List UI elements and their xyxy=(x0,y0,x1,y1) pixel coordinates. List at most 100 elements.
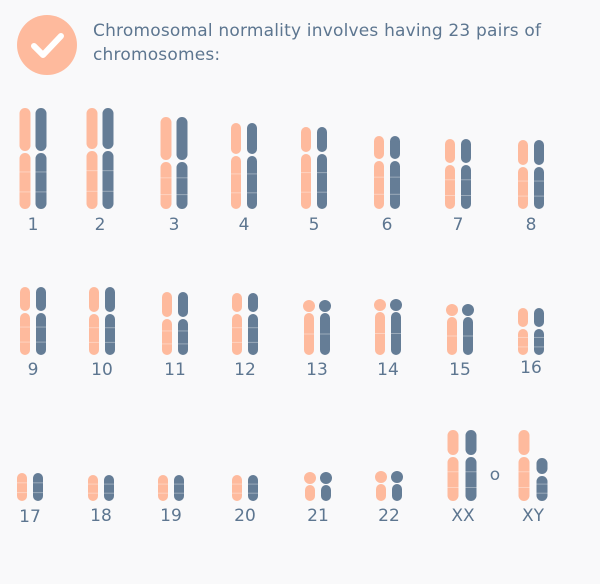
maternal-chromosome-p-arm xyxy=(445,139,455,163)
maternal-chromosome-q-arm xyxy=(445,165,455,209)
maternal-chromosome-q-arm xyxy=(89,314,99,355)
chromosome-pair-6: 6 xyxy=(374,136,400,235)
maternal-chromosome-p-arm xyxy=(19,108,31,151)
chromosome-label: 2 xyxy=(95,215,106,235)
chromosome-pair-7: 7 xyxy=(445,139,471,235)
paternal-chromosome-q-arm xyxy=(33,474,43,501)
paternal-chromosome-q-arm xyxy=(320,313,330,355)
maternal-chromosome-q-arm xyxy=(158,476,168,501)
paternal-chromosome-q-arm xyxy=(174,476,184,501)
chromosome-label: XY xyxy=(522,506,545,526)
maternal-chromosome-q-arm xyxy=(304,313,314,355)
chromosome-pair-10: 10 xyxy=(89,287,115,380)
maternal-chromosome-p-arm xyxy=(89,287,99,312)
maternal-chromosome-q-arm xyxy=(375,312,385,355)
paternal-chromosome-q-arm xyxy=(461,165,471,209)
chromosome-label: 7 xyxy=(453,215,464,235)
chromosome-pair-19: 19 xyxy=(158,475,184,526)
paternal-chromosome-q-arm xyxy=(248,476,258,501)
chromosome-label: 22 xyxy=(378,506,400,526)
paternal-chromosome-q-arm xyxy=(391,312,401,355)
maternal-chromosome-p-arm xyxy=(162,292,172,317)
chromosome-label: 3 xyxy=(169,215,180,235)
paternal-chromosome-p-arm xyxy=(317,127,327,152)
paternal-chromosome-q-arm xyxy=(321,485,331,501)
chromosome-pair-1: 1 xyxy=(19,108,47,235)
chromosome-pair-14: 14 xyxy=(374,299,402,380)
maternal-chromosome-q-arm xyxy=(518,329,528,355)
maternal-chromosome-q-arm xyxy=(376,484,386,501)
maternal-chromosome-q-arm xyxy=(86,151,98,209)
paternal-chromosome-p-arm xyxy=(102,108,114,149)
paternal-y-chromosome-p-arm xyxy=(536,458,548,474)
maternal-chromosome-satellite xyxy=(375,471,387,483)
maternal-x-chromosome-q-arm xyxy=(518,457,530,501)
chromosome-label: 9 xyxy=(28,360,39,380)
heading: Chromosomal normality involves having 23… xyxy=(93,21,542,65)
paternal-chromosome-satellite xyxy=(390,299,402,311)
paternal-chromosome-p-arm xyxy=(36,287,46,311)
maternal-chromosome-satellite xyxy=(304,472,316,484)
maternal-chromosome-p-arm xyxy=(160,117,172,160)
paternal-chromosome-q-arm xyxy=(176,162,188,209)
paternal-chromosome-q-arm xyxy=(35,153,47,209)
paternal-chromosome-q-arm xyxy=(390,161,400,209)
chromosome-pair-5: 5 xyxy=(301,127,327,235)
chromosome-pair-12: 12 xyxy=(232,293,258,380)
chromosome-pair-xy: XY xyxy=(518,430,548,526)
paternal-chromosome-satellite xyxy=(319,300,331,312)
maternal-chromosome-p-arm xyxy=(518,140,528,165)
maternal-chromosome-p-arm xyxy=(20,287,30,311)
paternal-chromosome-p-arm xyxy=(176,117,188,160)
maternal-chromosome-q-arm xyxy=(160,162,172,209)
maternal-chromosome-q-arm xyxy=(20,313,30,355)
maternal-x-chromosome-q-arm xyxy=(447,457,459,501)
paternal-chromosome-p-arm xyxy=(390,136,400,159)
chromosome-pair-8: 8 xyxy=(518,140,544,235)
maternal-chromosome-q-arm xyxy=(518,167,528,209)
badge-circle xyxy=(17,15,77,75)
chromosome-label: 4 xyxy=(239,215,250,235)
maternal-chromosome-p-arm xyxy=(374,136,384,159)
maternal-chromosome-satellite xyxy=(446,304,458,316)
maternal-chromosome-q-arm xyxy=(162,319,172,355)
paternal-chromosome-p-arm xyxy=(105,287,115,312)
maternal-chromosome-p-arm xyxy=(301,127,311,152)
chromosome-label: 14 xyxy=(377,360,399,380)
maternal-chromosome-q-arm xyxy=(231,156,241,209)
chromosome-pair-3: 3 xyxy=(160,117,188,235)
paternal-chromosome-q-arm xyxy=(392,484,402,501)
chromosome-pair-11: 11 xyxy=(162,292,188,380)
chromosome-pair-13: 13 xyxy=(303,300,331,380)
check-icon xyxy=(31,33,64,58)
paternal-chromosome-q-arm xyxy=(105,314,115,355)
xx-xy-separator: o xyxy=(490,465,500,485)
chromosome-pair-15: 15 xyxy=(446,304,474,380)
paternal-x-chromosome-q-arm xyxy=(465,457,477,501)
chromosome-label: XX xyxy=(451,506,475,526)
paternal-chromosome-q-arm xyxy=(248,314,258,355)
paternal-chromosome-q-arm xyxy=(104,476,114,501)
chromosome-label: 8 xyxy=(526,215,537,235)
chromosome-pair-18: 18 xyxy=(88,475,114,526)
paternal-chromosome-q-arm xyxy=(534,167,544,209)
chromosome-pair-22: 22 xyxy=(375,471,403,526)
chromosome-label: 21 xyxy=(307,506,329,526)
paternal-chromosome-q-arm xyxy=(247,156,257,209)
maternal-chromosome-q-arm xyxy=(232,314,242,355)
paternal-chromosome-p-arm xyxy=(248,293,258,312)
maternal-chromosome-q-arm xyxy=(17,474,27,501)
paternal-chromosome-q-arm xyxy=(534,329,544,355)
maternal-chromosome-p-arm xyxy=(231,123,241,154)
chromosome-label: 5 xyxy=(309,215,320,235)
maternal-chromosome-satellite xyxy=(374,299,386,311)
paternal-chromosome-p-arm xyxy=(178,292,188,317)
chromosome-label: 12 xyxy=(234,360,256,380)
paternal-chromosome-p-arm xyxy=(247,123,257,154)
maternal-chromosome-q-arm xyxy=(232,476,242,501)
maternal-chromosome-q-arm xyxy=(19,153,31,209)
maternal-chromosome-q-arm xyxy=(301,154,311,209)
chromosome-label: 15 xyxy=(449,360,471,380)
maternal-chromosome-q-arm xyxy=(88,476,98,501)
